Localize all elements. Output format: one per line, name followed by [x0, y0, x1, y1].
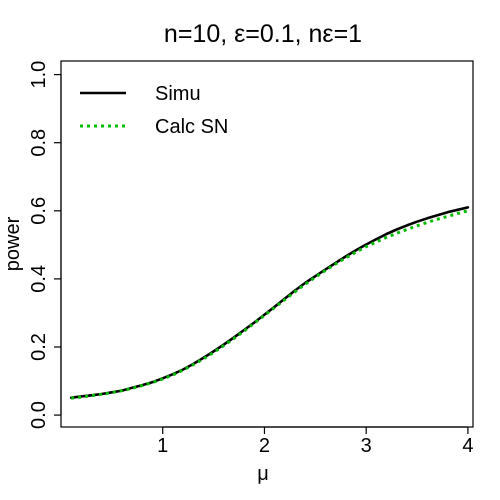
y-axis-label: power — [2, 216, 24, 271]
series-layer — [69, 206, 470, 400]
axes: 1 2 3 4 0.0 0.2 0.4 0.6 0.8 1.0 — [28, 61, 473, 457]
x-axis-label: μ — [257, 463, 269, 485]
x-tick-label: 3 — [361, 435, 372, 457]
legend-label-simu: Simu — [155, 83, 201, 105]
x-tick-label: 4 — [462, 435, 473, 457]
y-tick-label: 0.4 — [28, 265, 50, 293]
plot-frame — [60, 60, 474, 428]
y-tick-label: 1.0 — [28, 61, 50, 89]
series-line-calc-sn — [71, 209, 469, 400]
x-tick-label: 1 — [157, 435, 168, 457]
y-tick-label: 0.2 — [28, 333, 50, 361]
chart-title: n=10, ε=0.1, nε=1 — [164, 20, 362, 48]
legend: Simu Calc SN — [80, 83, 228, 138]
y-tick-label: 0.8 — [28, 129, 50, 157]
series-line-simu — [69, 206, 470, 400]
y-tick-label: 0.6 — [28, 197, 50, 225]
legend-label-calc-sn: Calc SN — [155, 116, 228, 138]
y-tick-label: 0.0 — [28, 401, 50, 429]
x-tick-label: 2 — [259, 435, 270, 457]
